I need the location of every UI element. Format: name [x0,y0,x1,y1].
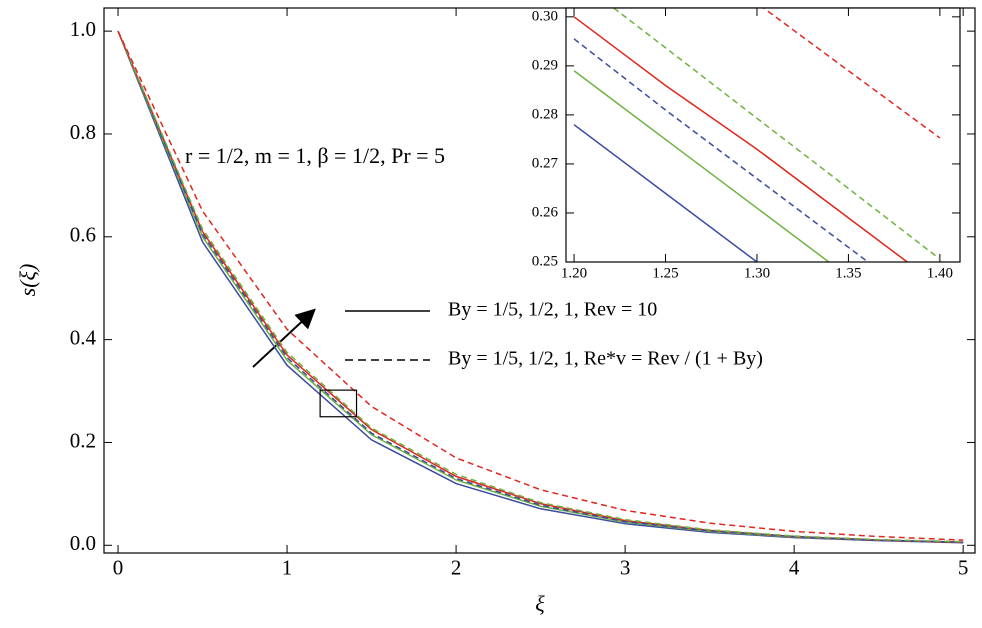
x-tick-label: 1.35 [835,265,861,281]
x-tick-label: 5 [958,556,969,580]
y-tick-label: 1.0 [70,17,96,41]
x-tick-label: 1.30 [744,265,770,281]
series-line [612,8,941,260]
plots: 0 1 2 3 4 5 0.0 0.2 0.4 0.6 0.8 1.0 1.20 1.25 1.30 1.35… [70,7,976,580]
x-tick-label: 1.20 [561,265,587,281]
y-tick-label: 0.2 [70,428,96,452]
inset-background [566,8,960,262]
series-line [573,70,831,262]
series-group [573,8,941,262]
x-tick-label: 3 [620,556,631,580]
x-tick-label: 1.40 [927,265,953,281]
y-tick-label: 0.26 [532,204,559,220]
y-tick-label: 0.8 [70,120,96,144]
y-tick-label: 0.30 [532,8,558,24]
y-tick-label: 0.0 [70,531,96,555]
arrow [252,308,316,368]
frame [103,7,976,554]
series-line [117,30,964,543]
y-tick-label: 0.27 [532,155,559,171]
series-line [573,16,909,262]
plot: 1.20 1.25 1.30 1.35 1.40 0.25 0.26 0.27 0.28 0.29… [532,7,961,281]
x-tick-label: 1.25 [652,265,678,281]
annotation: r = 1/2, m = 1, β = 1/2, Pr = 5 [185,143,445,168]
y-tick-label: 0.25 [532,253,558,269]
series-group [117,30,964,544]
y-tick-label: 0.29 [532,57,558,73]
y-tick-label: 0.4 [70,325,97,349]
y-tick-label: 0.6 [70,223,96,247]
series-line [117,30,964,543]
legend-entry: By = 1/5, 1/2, 1, Rev = 10 [448,299,657,321]
zoom-box [319,389,358,418]
frame [565,7,961,263]
x-tick-label: 0 [113,556,124,580]
x-tick-label: 4 [789,556,800,580]
series-line [573,38,870,262]
plot: 0 1 2 3 4 5 0.0 0.2 0.4 0.6 0.8 1.0 [70,7,976,580]
series-line [117,30,964,541]
y-axis-label: s(ξ) [15,264,40,297]
series-line [573,124,759,262]
x-tick-label: 1 [282,556,293,580]
x-tick-label: 2 [451,556,462,580]
y-tick-label: 0.28 [532,106,558,122]
x-axis-label: ξ [535,591,545,616]
legend-entry: By = 1/5, 1/2, 1, Re*v = Rev / (1 + By) [448,348,763,370]
